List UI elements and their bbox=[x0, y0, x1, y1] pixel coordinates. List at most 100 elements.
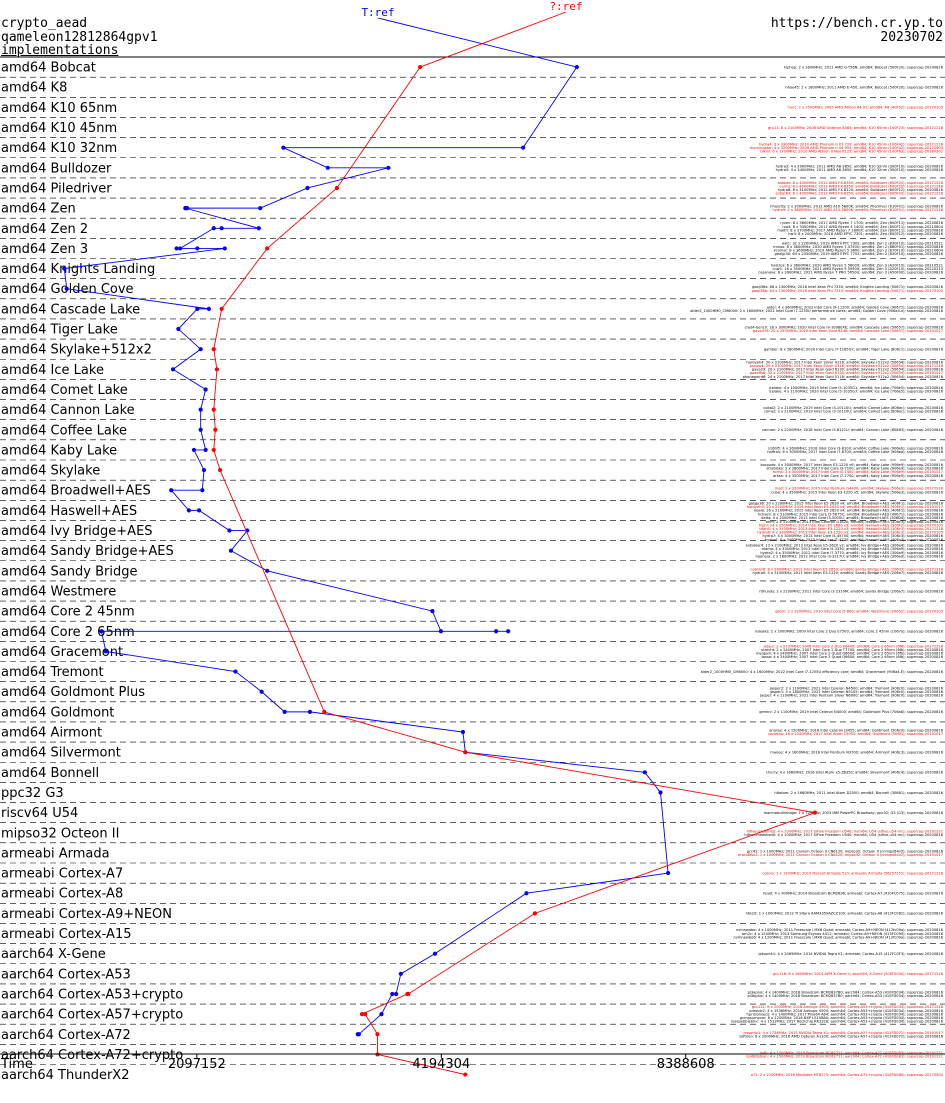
category-label: aarch64 X-Gene bbox=[1, 947, 106, 962]
machine-entry: rosepebblebinc: 4 x 1512MHz; 2017 Rockch… bbox=[731, 1020, 944, 1024]
machine-entry: delta: 4 x 2000MHz; 2015 Intel Core i3-5… bbox=[761, 516, 944, 520]
machine-entry: cannon: 2 x 2200MHz; 2018 Intel Core i3-… bbox=[762, 428, 944, 432]
machine-entry: cosoiu: 1 x 1200MHz; 2010 Marvell Armada… bbox=[762, 871, 943, 875]
data-point bbox=[355, 1032, 360, 1037]
machine-entry: jetsontx1: 4 x 1734MHz; 2015 NVIDIA Tegr… bbox=[743, 1031, 943, 1035]
data-point bbox=[186, 508, 191, 513]
series-leader bbox=[377, 17, 577, 68]
data-point bbox=[183, 206, 188, 211]
machine-entry: hoonera: 2 x 1800MHz; 2012 Intel Core i3… bbox=[756, 554, 944, 558]
machine-entry: hydra5: 4 x 3400MHz; 2011 AMD A6-3650; a… bbox=[776, 168, 944, 172]
data-point bbox=[211, 447, 216, 453]
data-point bbox=[532, 911, 538, 916]
x-tick-label: 8388608 bbox=[657, 1057, 715, 1072]
machine-entry: a72: 2 x 2100MHz; 2016 Mediatek MT8173; … bbox=[751, 1073, 944, 1077]
data-point bbox=[322, 709, 327, 714]
machine-entry: gru11: 8 x 2100MHz; 2008 AMD Opteron 838… bbox=[768, 126, 944, 130]
machine-entry: hifiveunleashed: 4 x 1000MHz; 2017 SiFiv… bbox=[747, 829, 943, 833]
category-label: aarch64 Cortex-A57+crypto bbox=[1, 1008, 183, 1023]
machine-entry: cairns: 8 x 4000MHz; 2012 AMD FX-8350; a… bbox=[780, 184, 944, 188]
category-label: amd64 Bonnell bbox=[1, 766, 99, 781]
machine-entry: gasgy36: 20 x 2200MHz; 2015 Intel Xeon E… bbox=[748, 501, 943, 505]
machine-entry: cuba: 4 x 3500MHz; 2015 Intel Xeon E3-12… bbox=[771, 490, 943, 494]
machine-entry: manee: 4 x 1600MHz; 2016 Intel Pentium N… bbox=[770, 750, 943, 754]
machine-entry: pi3aplus: 4 x 1400MHz; 2018 Broadcom BCM… bbox=[748, 990, 944, 994]
machine-entry: ryzen: 8 x 3600MHz; 2017 AMD Ryzen 7 170… bbox=[780, 221, 943, 225]
machine-entry: mad: 2 x 3300MHz; 2015 Intel Pentium G44… bbox=[775, 487, 944, 491]
category-label: amd64 Ivy Bridge+AES bbox=[1, 524, 153, 539]
data-point bbox=[211, 407, 216, 412]
category-label: amd64 Knights Landing bbox=[1, 262, 155, 277]
grid-layer bbox=[0, 56, 945, 1065]
data-point bbox=[178, 246, 183, 251]
data-point bbox=[379, 1012, 384, 1017]
data-point bbox=[325, 165, 330, 170]
data-point bbox=[227, 528, 232, 533]
category-label: amd64 Coffee Lake bbox=[1, 423, 127, 438]
category-label: amd64 Zen 2 bbox=[1, 222, 88, 237]
category-label: amd64 Zen 3 bbox=[1, 242, 88, 257]
data-point bbox=[206, 306, 211, 311]
machine-entry: jasper1: 4 x 1800MHz; 2021 Intel Celeron… bbox=[769, 690, 944, 694]
primitive-name: crypto_aead bbox=[1, 16, 88, 31]
category-label: amd64 K10 65nm bbox=[1, 101, 117, 116]
series-layer: T:ref ?:ref bbox=[62, 0, 817, 1077]
data-point bbox=[574, 64, 579, 70]
site-url[interactable]: https://bench.cr.yp.to bbox=[770, 16, 943, 31]
category-label: amd64 Goldmont bbox=[1, 705, 114, 720]
machine-entry: hydra0: 4 x 3100MHz; 2011 Intel Xeon E3-… bbox=[753, 571, 944, 575]
category-label: armeabi Cortex-A8 bbox=[1, 887, 123, 902]
machine-entry: hw3: 8 x 2000MHz; 2018 AMD EPYC 7301; am… bbox=[788, 232, 943, 236]
machine-entry: hunc: 2 x 2500MHz; 2005 AMD Athlon 64 X2… bbox=[788, 106, 943, 110]
data-point bbox=[99, 629, 104, 634]
data-point bbox=[359, 1012, 365, 1017]
category-label: amd64 Comet Lake bbox=[1, 383, 128, 398]
machine-entry: utrecht: 2 x 2400MHz; 2007 Intel Core 2 … bbox=[761, 648, 944, 652]
category-label: amd64 Cascade Lake bbox=[1, 302, 140, 317]
data-point bbox=[191, 447, 197, 453]
category-label: amd64 K10 32nm bbox=[1, 141, 117, 156]
machine-lines: hiphop: 2 x 1600MHz; 2011 AMD G-T56N; am… bbox=[690, 65, 944, 1077]
data-point bbox=[430, 609, 435, 614]
data-point bbox=[524, 891, 529, 896]
machine-entry: rxa4: 8 x 3300MHz; 2017 AMD Ryzen 5 1400… bbox=[782, 225, 943, 229]
data-point bbox=[642, 770, 647, 775]
machine-entry: gava29: 20 x 2100MHz; 2017 Intel Xeon Go… bbox=[752, 368, 944, 372]
machine-entry: osbar64: 8 x 4000MHz; 2012 AMD FX-8350; … bbox=[776, 192, 944, 196]
category-label: amd64 Core 2 65nm bbox=[1, 625, 135, 640]
machine-entry: hhoscity: 2 x 2000MHz; 2012 AMD A10-5800… bbox=[770, 205, 943, 209]
machine-entry: softiron: 8 x 2000MHz; 2016 AMD Opteron … bbox=[739, 1034, 943, 1038]
machine-entry: phonepoint6: 24 x 2100MHz; 2017 Intel Xe… bbox=[743, 375, 944, 379]
machine-entry: hydra3: 4 x 2900MHz; 2011 AMD A8-3850; a… bbox=[776, 164, 944, 168]
category-label: amd64 Broadwell+AES bbox=[1, 484, 151, 499]
machine-entry: gemini: 2 x 1100MHz; 2019 Intel Celeron … bbox=[759, 710, 943, 714]
machine-entry: casanova: 8 x 3900MHz; 2021 AMD Ryzen 7 … bbox=[758, 270, 943, 274]
category-label: amd64 Gracemont bbox=[1, 645, 123, 660]
machine-entry: macmobuiltimage: 1 x 729MHz; 2003 IBM Po… bbox=[764, 811, 944, 815]
machine-entry: nvmnewbo6: 4 x 1200MHz; 2011 Freescale i… bbox=[734, 935, 944, 939]
machine-entry: hardyeh3: 20 x 2200MHz; 2016 Intel Xeon … bbox=[747, 505, 943, 509]
implementations-link[interactable]: implementations bbox=[1, 43, 119, 58]
data-point bbox=[665, 870, 671, 876]
data-point bbox=[198, 347, 203, 352]
machine-entry: mergam: 4 x 2400MHz; 2007 Intel Core 2 Q… bbox=[756, 652, 944, 656]
data-point bbox=[222, 246, 227, 251]
machine-entry: morningstar: 4 x 3200MHz; 2009 AMD Pheno… bbox=[750, 146, 944, 150]
machine-entry: nvmnewbo: 4 x 1000MHz; 2011 Freescale i.… bbox=[736, 928, 944, 932]
data-point bbox=[203, 387, 208, 392]
machine-entry: hydra7: 4 x 3000MHz; 2013 Intel Core i5-… bbox=[763, 534, 944, 538]
machine-entry: koala: 16 x 2100MHz; 2015 Intel Xeon E5-… bbox=[754, 509, 943, 513]
category-label: ppc32 G3 bbox=[1, 786, 64, 801]
data-point bbox=[463, 750, 468, 755]
data-point bbox=[460, 729, 466, 735]
data-point bbox=[282, 709, 287, 714]
category-label: amd64 Goldmont Plus bbox=[1, 685, 145, 700]
machine-entry: gamber: 8 x 2800MHz; 2020 Intel Core i7-… bbox=[764, 347, 944, 351]
category-label: amd64 Sandy Bridge+AES bbox=[1, 544, 174, 559]
data-point bbox=[217, 467, 223, 473]
data-point bbox=[228, 548, 234, 553]
machine-entry: gaoji36s: 68 x 1300MHz; 2016 Intel Xeon … bbox=[752, 285, 944, 289]
data-point bbox=[398, 971, 403, 976]
